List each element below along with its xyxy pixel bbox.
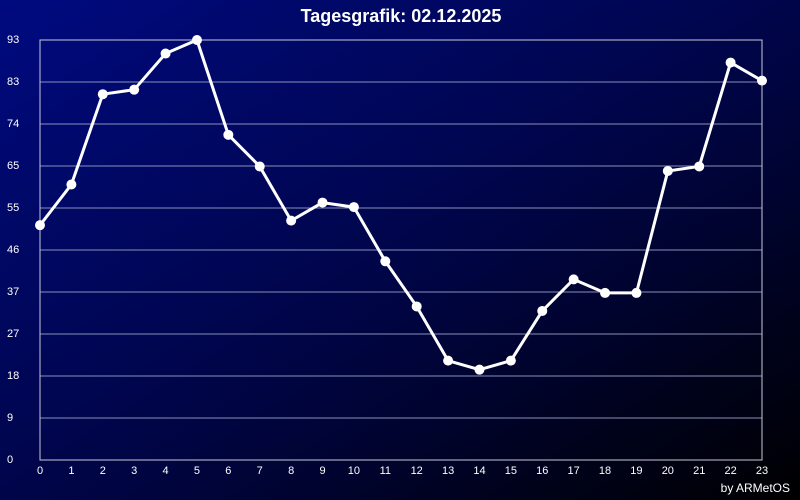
x-tick-label: 11 [380,465,391,477]
x-tick-label: 8 [288,465,294,477]
point [286,215,297,226]
point [129,84,140,95]
x-tick-label: 17 [568,465,580,477]
x-tick-label: 1 [68,465,74,477]
x-tick-label: 2 [100,465,106,477]
x-tick-label: 0 [37,465,43,477]
y-tick-label: 0 [7,454,13,466]
x-tick-label: 4 [163,465,169,477]
point [223,129,234,140]
point [191,35,202,45]
x-tick-label: 12 [411,465,423,477]
point [757,75,767,86]
point [694,161,705,172]
x-tick-label: 19 [630,465,642,477]
point [568,274,579,285]
x-tick-label: 20 [662,465,674,477]
point [97,89,108,100]
x-tick-label: 18 [599,465,611,477]
x-tick-label: 5 [194,465,200,477]
line [38,38,763,372]
point [160,48,171,59]
x-tick-label: 23 [756,465,768,477]
y-tick-label: 9 [7,412,13,424]
plot-border [39,39,763,461]
x-tick-label: 7 [257,465,263,477]
chart-title: Tagesgrafik: 02.12.2025 [301,6,502,26]
point [631,287,642,298]
x-tick-label: 15 [505,465,517,477]
x-tick-label: 6 [225,465,231,477]
y-tick-label: 46 [7,244,19,256]
point [474,364,485,375]
point [662,165,673,176]
footer: by ARMetOS [721,481,790,495]
point [254,161,265,172]
x-tick-label: 9 [319,465,325,477]
x-tick-label: 14 [473,465,485,477]
point [505,355,516,366]
x-tick-label: 16 [536,465,548,477]
point [537,305,548,316]
point [380,256,391,267]
y-tick-label: 65 [7,160,19,172]
x-tick-label: 22 [724,465,736,477]
y-tick-label: 93 [7,34,19,46]
y-tick-label: 37 [7,286,19,298]
y-tick-label: 55 [7,202,19,214]
point [725,57,736,68]
point [348,202,359,213]
y-tick-label: 18 [7,370,19,382]
x-tick-label: 13 [442,465,454,477]
point [66,179,77,190]
point [317,197,328,208]
y-tick-label: 74 [7,118,19,130]
x-tick-label: 3 [131,465,137,477]
y-tick-label: 83 [7,76,19,88]
y-tick-label: 27 [7,328,19,340]
x-tick-label: 21 [693,465,705,477]
point [35,220,45,231]
point [443,355,454,366]
point [411,301,422,312]
point [600,287,611,298]
x-tick-label: 10 [348,465,360,477]
